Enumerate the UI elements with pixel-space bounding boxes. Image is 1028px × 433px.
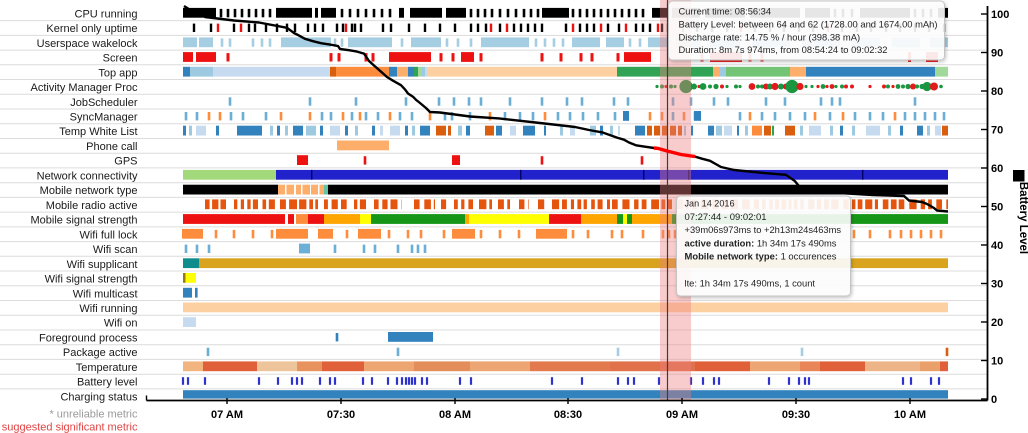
svg-text:Temperature: Temperature	[76, 362, 138, 374]
svg-text:lte: 1h 34m 17s 490ms, 1 count: lte: 1h 34m 17s 490ms, 1 count	[685, 277, 816, 288]
svg-text:* unreliable metric: * unreliable metric	[49, 409, 138, 421]
svg-text:active duration: 1h 34m 17s 49: active duration: 1h 34m 17s 490ms	[685, 237, 837, 248]
svg-text:Screen: Screen	[103, 53, 138, 65]
svg-text:Battery level: Battery level	[77, 377, 138, 389]
svg-text:Temp White List: Temp White List	[59, 126, 137, 138]
svg-text:Kernel only uptime: Kernel only uptime	[46, 23, 137, 35]
svg-text:08 AM: 08 AM	[439, 409, 471, 421]
svg-text:Top app: Top app	[98, 67, 137, 79]
svg-text:+39m06s973ms to +2h13m24s463ms: +39m06s973ms to +2h13m24s463ms	[685, 224, 842, 235]
svg-text:10: 10	[991, 356, 1003, 368]
svg-text:CPU running: CPU running	[75, 8, 138, 20]
svg-text:Jan 14 2016: Jan 14 2016	[685, 198, 735, 209]
svg-text:SyncManager: SyncManager	[70, 112, 138, 124]
svg-text:suggested significant metric: suggested significant metric	[2, 422, 138, 433]
svg-text:60: 60	[991, 163, 1003, 175]
svg-text:Discharge rate: 14.75 % / hour: Discharge rate: 14.75 % / hour (398.38 m…	[679, 31, 861, 42]
svg-text:Network connectivity: Network connectivity	[37, 170, 138, 182]
svg-text:Phone call: Phone call	[86, 141, 137, 153]
svg-text:Charging status: Charging status	[60, 391, 138, 403]
svg-text:GPS: GPS	[114, 156, 137, 168]
svg-text:07:27:44 - 09:02:01: 07:27:44 - 09:02:01	[685, 211, 767, 222]
svg-text:Userspace wakelock: Userspace wakelock	[37, 38, 138, 50]
svg-text:Mobile signal strength: Mobile signal strength	[30, 215, 137, 227]
svg-text:Wifi on: Wifi on	[104, 318, 138, 330]
svg-text:Mobile network type: 1 occuren: Mobile network type: 1 occurences	[685, 251, 837, 262]
svg-text:Mobile radio active: Mobile radio active	[46, 200, 138, 212]
svg-text:100: 100	[991, 9, 1009, 21]
svg-text:Wifi running: Wifi running	[79, 303, 137, 315]
svg-text:90: 90	[991, 48, 1003, 60]
svg-text:40: 40	[991, 240, 1003, 252]
svg-text:Wifi full lock: Wifi full lock	[79, 229, 138, 241]
svg-text:Foreground process: Foreground process	[39, 333, 138, 345]
svg-text:50: 50	[991, 202, 1003, 214]
svg-text:Duration: 8m 7s 974ms, from 08: Duration: 8m 7s 974ms, from 08:54:24 to …	[679, 44, 888, 55]
svg-text:JobScheduler: JobScheduler	[70, 97, 138, 109]
svg-text:80: 80	[991, 86, 1003, 98]
svg-text:Mobile network type: Mobile network type	[40, 185, 138, 197]
svg-text:Wifi multicast: Wifi multicast	[73, 288, 138, 300]
svg-text:Activity Manager Proc: Activity Manager Proc	[31, 82, 138, 94]
svg-text:09 AM: 09 AM	[666, 409, 698, 421]
svg-text:07 AM: 07 AM	[211, 409, 243, 421]
svg-text:Wifi supplicant: Wifi supplicant	[67, 259, 138, 271]
svg-text:20: 20	[991, 317, 1003, 329]
svg-text:09:30: 09:30	[782, 409, 810, 421]
svg-text:Wifi scan: Wifi scan	[93, 244, 138, 256]
svg-text:10 AM: 10 AM	[894, 409, 926, 421]
svg-text:0: 0	[991, 394, 997, 406]
svg-text:08:30: 08:30	[554, 409, 582, 421]
svg-text:Current time: 08:56:34: Current time: 08:56:34	[679, 6, 772, 17]
svg-text:30: 30	[991, 279, 1003, 291]
svg-text:Wifi signal strength: Wifi signal strength	[45, 274, 138, 286]
svg-text:Package active: Package active	[63, 347, 138, 359]
svg-text:07:30: 07:30	[327, 409, 355, 421]
svg-text:70: 70	[991, 125, 1003, 137]
svg-text:Battery Level: Battery Level	[1017, 182, 1028, 254]
svg-text:Battery Level: between 64 and: Battery Level: between 64 and 62 (1728.0…	[679, 18, 938, 29]
